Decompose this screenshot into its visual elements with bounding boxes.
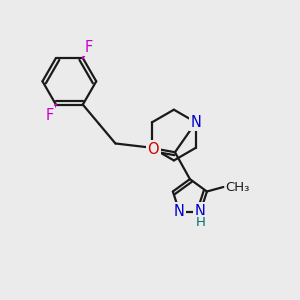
Text: N: N bbox=[174, 204, 185, 219]
Text: F: F bbox=[46, 108, 54, 123]
Text: H: H bbox=[196, 216, 206, 230]
Text: N: N bbox=[190, 115, 201, 130]
Text: F: F bbox=[85, 40, 93, 55]
Text: N: N bbox=[195, 204, 206, 219]
Text: CH₃: CH₃ bbox=[225, 181, 249, 194]
Text: O: O bbox=[147, 142, 159, 157]
